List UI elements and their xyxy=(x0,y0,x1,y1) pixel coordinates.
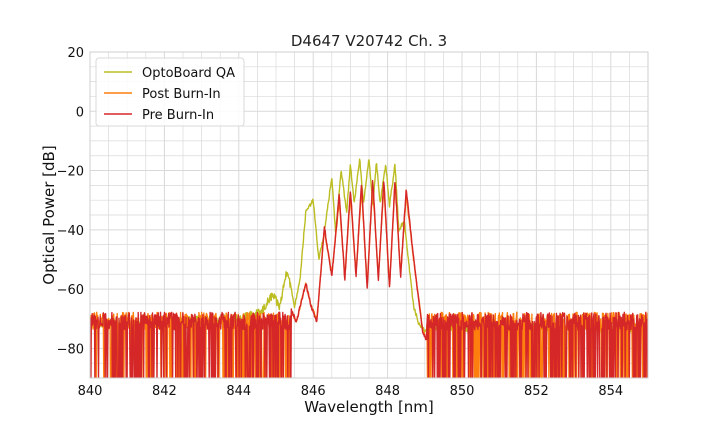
legend: OptoBoard QA Post Burn-In Pre Burn-In xyxy=(95,57,245,127)
legend-label: Post Burn-In xyxy=(142,87,221,102)
x-tick-labels: 840 842 844 846 848 850 852 854 xyxy=(78,384,624,399)
y-tick-label: 0 xyxy=(76,105,84,120)
x-tick-label: 842 xyxy=(152,384,177,399)
x-tick-label: 844 xyxy=(226,384,251,399)
y-tick-label: 20 xyxy=(67,46,84,61)
x-tick-label: 846 xyxy=(301,384,326,399)
y-tick-label: −80 xyxy=(57,342,84,357)
y-axis-label: Optical Power [dB] xyxy=(40,145,58,284)
series-line-2 xyxy=(90,180,648,378)
plot-frame xyxy=(89,51,649,379)
y-tick-label: −60 xyxy=(57,283,84,298)
x-tick-label: 850 xyxy=(450,384,475,399)
y-tick-labels: 20 0 −20 −40 −60 −80 xyxy=(57,46,84,357)
x-tick-label: 848 xyxy=(375,384,400,399)
legend-label: OptoBoard QA xyxy=(142,66,235,81)
y-tick-label: −20 xyxy=(57,165,84,180)
legend-box xyxy=(95,57,245,127)
x-tick-label: 852 xyxy=(524,384,549,399)
y-tick-label: −40 xyxy=(57,224,84,239)
series-layer xyxy=(90,158,648,378)
chart-title: D4647 V20742 Ch. 3 xyxy=(291,32,447,50)
legend-label: Pre Burn-In xyxy=(142,108,214,123)
x-tick-label: 840 xyxy=(78,384,103,399)
x-tick-label: 854 xyxy=(598,384,623,399)
x-axis-label: Wavelength [nm] xyxy=(304,398,434,416)
